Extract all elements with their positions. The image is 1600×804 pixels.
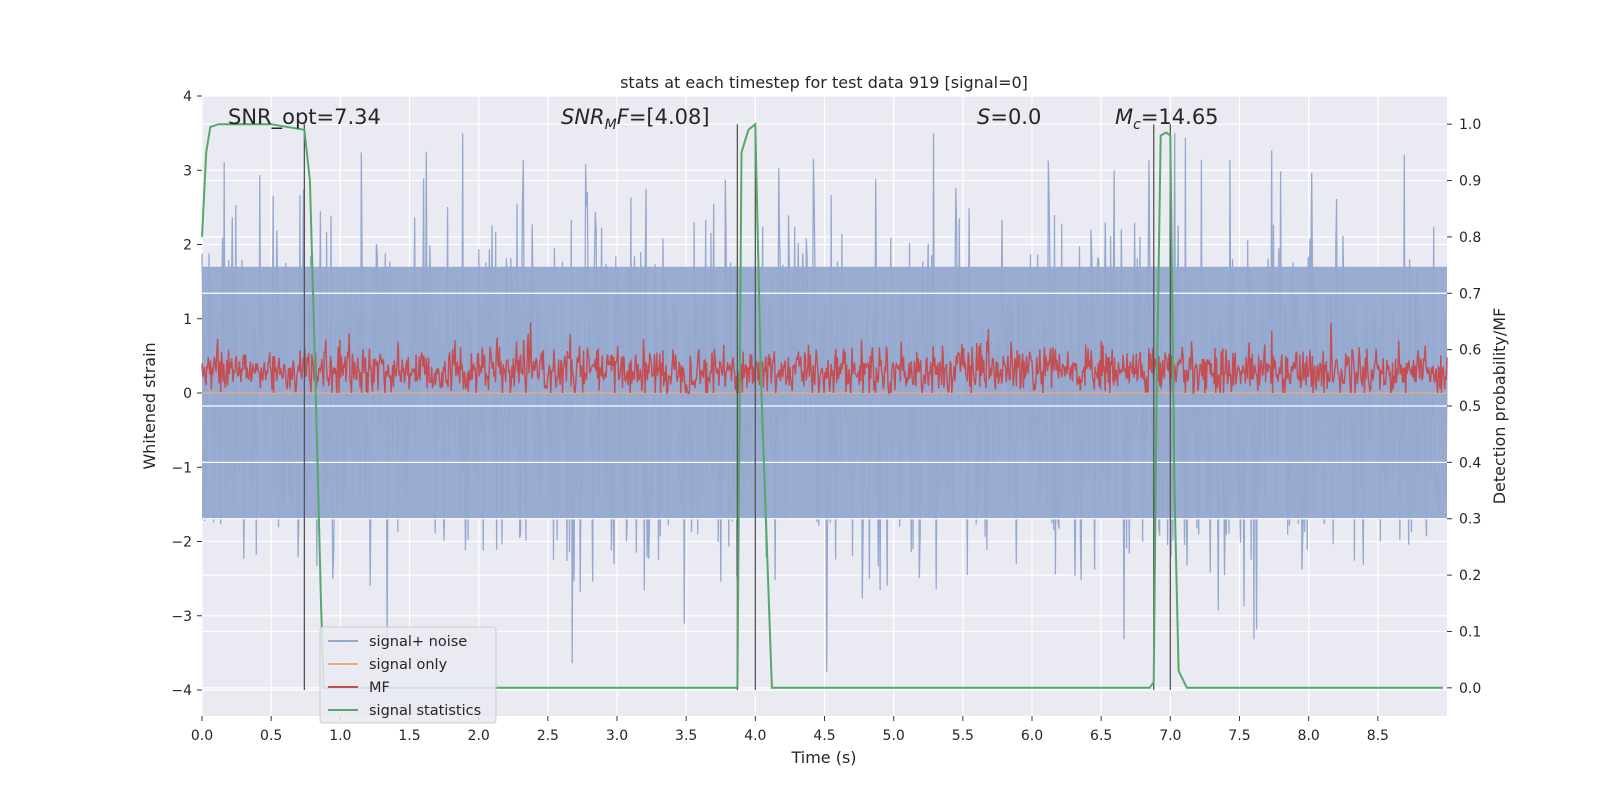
x-tick-label: 8.5 [1367, 728, 1389, 744]
y-right-tick-label: 0.6 [1459, 343, 1481, 359]
x-axis-label: Time (s) [790, 748, 856, 767]
y-left-tick-label: −3 [171, 609, 192, 625]
y-left-tick-label: −1 [171, 460, 192, 476]
y-right-tick-label: 0.4 [1459, 455, 1481, 471]
y-right-tick-label: 1.0 [1459, 117, 1481, 133]
x-tick-label: 3.0 [606, 728, 628, 744]
y-right-tick-label: 0.8 [1459, 230, 1481, 246]
x-tick-label: 5.5 [952, 728, 974, 744]
mc-annotation: Mc=14.65 [1115, 105, 1219, 133]
y-left-tick-label: 1 [183, 312, 192, 328]
y-right-tick-label: 0.9 [1459, 174, 1481, 190]
y-left-tick-label: 2 [183, 238, 192, 254]
legend-label: MF [369, 680, 390, 696]
mf-line [201, 322, 1448, 395]
y-right-tick-label: 0.7 [1459, 286, 1481, 302]
x-tick-label: 0.0 [191, 728, 213, 744]
x-tick-label: 7.0 [1159, 728, 1181, 744]
x-tick-labels: 0.0 0.5 1.0 1.5 2.0 2.5 3.0 3.5 4.0 4.5 5.0 5.5 6.0 6… [191, 716, 1389, 744]
x-tick-label: 4.5 [813, 728, 835, 744]
y-right-tick-label: 0.5 [1459, 399, 1481, 415]
x-tick-label: 3.5 [675, 728, 697, 744]
x-tick-label: 0.5 [260, 728, 282, 744]
y-axis-left-label: Whitened strain [140, 342, 159, 469]
mf-series [201, 322, 1448, 395]
y-left-tick-label: −4 [171, 683, 192, 699]
x-tick-label: 8.0 [1298, 728, 1320, 744]
x-tick-label: 2.5 [537, 728, 559, 744]
x-tick-label: 6.5 [1090, 728, 1112, 744]
x-tick-label: 2.0 [468, 728, 490, 744]
snr-mf-annotation: SNRMF=[4.08] [561, 105, 710, 133]
y-left-tick-labels: 4 3 2 1 0 −1 −2 −3 −4 [171, 89, 202, 699]
chart-title: stats at each timestep for test data 919… [620, 73, 1028, 92]
s-annotation: S=0.0 [977, 105, 1041, 129]
snr-mf-value: =[4.08] [629, 105, 710, 129]
y-right-tick-labels: 1.0 0.9 0.8 0.7 0.6 0.5 0.4 0.3 0.2 0.1 0.0 [1447, 117, 1481, 697]
y-left-tick-label: 0 [183, 386, 192, 402]
signal-statistics-line [201, 122, 1443, 689]
y-right-tick-label: 0.2 [1459, 568, 1481, 584]
s-value: =0.0 [990, 105, 1041, 129]
y-left-tick-label: 4 [183, 89, 192, 105]
y-axis-right-label: Detection probability/MF [1490, 308, 1509, 505]
snr-opt-annotation: SNR_opt=7.34 [228, 105, 381, 130]
x-tick-label: 6.0 [1021, 728, 1043, 744]
x-tick-label: 5.0 [883, 728, 905, 744]
mc-value: =14.65 [1141, 105, 1219, 129]
x-tick-label: 1.0 [329, 728, 351, 744]
legend-label: signal only [369, 657, 448, 673]
x-tick-label: 1.5 [398, 728, 420, 744]
signal-statistics-series [201, 122, 1443, 689]
y-left-tick-label: 3 [183, 163, 192, 179]
x-tick-label: 4.0 [744, 728, 766, 744]
y-left-tick-label: −2 [171, 535, 192, 551]
legend-label: signal+ noise [369, 634, 467, 650]
x-tick-label: 7.5 [1228, 728, 1250, 744]
y-right-tick-label: 0.0 [1459, 681, 1481, 697]
legend: signal+ noise signal only MF signal statist… [319, 626, 497, 724]
legend-box [319, 626, 497, 724]
y-right-tick-label: 0.3 [1459, 512, 1481, 528]
legend-label: signal statistics [369, 703, 481, 719]
y-right-tick-label: 0.1 [1459, 624, 1481, 640]
